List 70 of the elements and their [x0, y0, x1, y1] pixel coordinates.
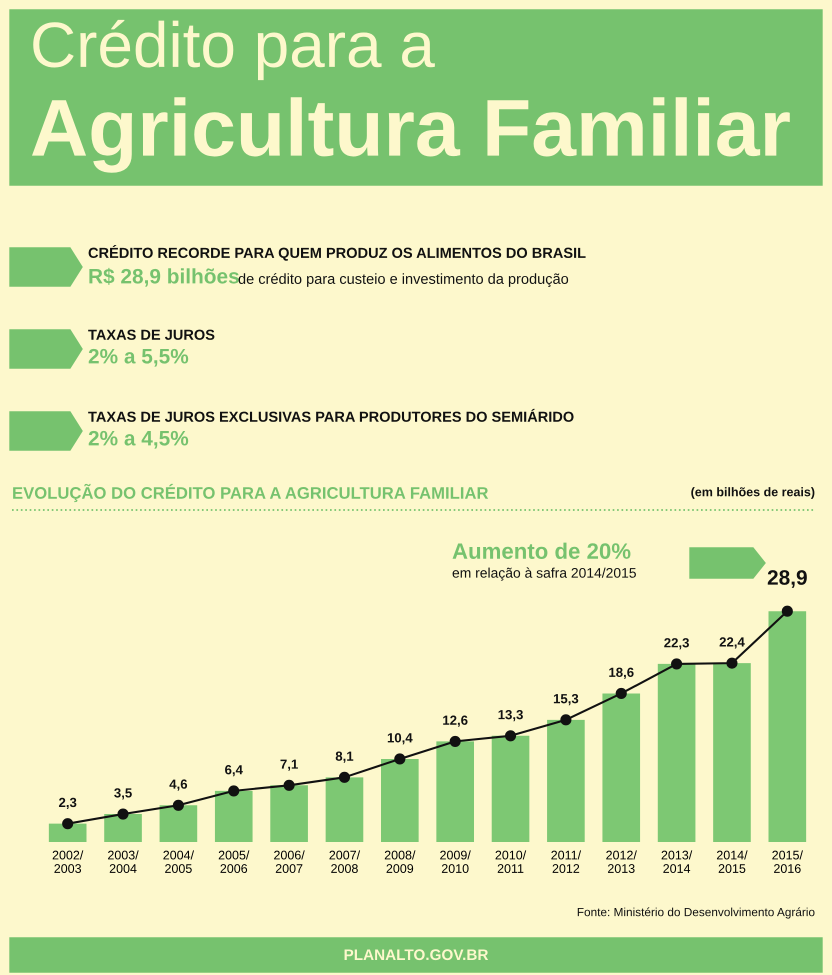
- text: PLANALTO.GOV.BR: [344, 949, 488, 960]
- x-tick-label: 2007/2008: [329, 850, 360, 873]
- bar: [602, 693, 640, 842]
- bar: [326, 777, 364, 842]
- chart-title: Crédito para a Agricultura Familiar: [32, 20, 790, 173]
- data-label: 28,9: [768, 570, 807, 588]
- text: de crédito para custeio e investimento da produção: [238, 273, 568, 287]
- point: [504, 730, 516, 742]
- text: 2% a 4,5%: [88, 430, 188, 449]
- point: [782, 606, 793, 617]
- bar: [713, 663, 751, 842]
- data-label: 7,1: [280, 760, 298, 771]
- chart-subtitle: EVOLUÇÃO DO CRÉDITO PARA A AGRICULTURA FAMILIAR: [13, 484, 488, 502]
- x-tick-label: 2008/2009: [384, 850, 416, 873]
- data-label: 13,3: [498, 710, 523, 722]
- point: [172, 800, 184, 811]
- bar: [214, 790, 253, 842]
- text: R$ 28,9 bilhões: [89, 268, 239, 287]
- point: [338, 772, 350, 783]
- bar: [768, 611, 806, 842]
- data-label: 22,4: [720, 637, 745, 649]
- point: [284, 780, 295, 791]
- point: [671, 658, 682, 670]
- data-label: 6,4: [225, 765, 243, 776]
- x-tick-label: 2003/2004: [108, 850, 139, 873]
- bar: [658, 664, 696, 842]
- point: [450, 736, 461, 747]
- point: [228, 785, 240, 796]
- bar: [492, 736, 530, 842]
- text: TAXAS DE JUROS: [88, 330, 214, 340]
- x-tick-label: 2005/2006: [218, 850, 250, 873]
- text: Aumento de 20%: [452, 542, 630, 559]
- point: [62, 818, 74, 830]
- bar: [104, 814, 142, 842]
- text: TAXAS DE JUROS EXCLUSIVAS PARA PRODUTORES DO SEMIÁRIDO: [88, 408, 574, 422]
- x-tick-label: 2015/2016: [772, 850, 803, 873]
- text: CRÉDITO RECORDE PARA QUEM PRODUZ OS ALIMENTOS DO BRASIL: [88, 244, 586, 261]
- point: [394, 753, 406, 765]
- bar: [48, 824, 86, 842]
- text: (em bilhões de reais): [691, 487, 814, 499]
- data-label: 15,3: [554, 694, 578, 706]
- text: 2% a 5,5%: [88, 348, 188, 367]
- text: em relação à safra 2014/2015: [452, 567, 636, 581]
- x-tick-label: 2010/2011: [496, 850, 526, 873]
- x-tick-label: 2014/2015: [716, 850, 748, 873]
- x-tick-label: 2006/2007: [274, 850, 305, 873]
- source-note: Fonte: Ministério do Desenvolvimento Agrário: [578, 907, 815, 919]
- bar: [547, 720, 585, 842]
- data-label: 4,6: [169, 779, 188, 791]
- x-tick-label: 2004/2005: [163, 850, 194, 873]
- bar: [270, 785, 308, 842]
- data-label: 3,5: [114, 788, 132, 800]
- x-tick-label: 2011/2012: [551, 850, 582, 873]
- bar: [381, 758, 419, 842]
- data-label: 18,6: [609, 668, 634, 679]
- point: [726, 658, 738, 669]
- data-label: 22,3: [664, 638, 689, 650]
- x-tick-label: 2013/2014: [662, 850, 692, 873]
- x-tick-label: 2012/2013: [606, 850, 637, 873]
- data-label: 2,3: [58, 798, 76, 810]
- x-tick-label: 2009/2010: [440, 850, 471, 873]
- data-label: 10,4: [388, 733, 413, 744]
- bar: [436, 741, 474, 842]
- data-label: 12,6: [443, 716, 468, 727]
- point: [117, 808, 129, 820]
- x-tick-label: 2002/2003: [52, 850, 84, 873]
- point: [616, 688, 627, 700]
- point: [560, 714, 572, 726]
- data-label: 8,1: [336, 751, 354, 763]
- bar: [160, 805, 198, 842]
